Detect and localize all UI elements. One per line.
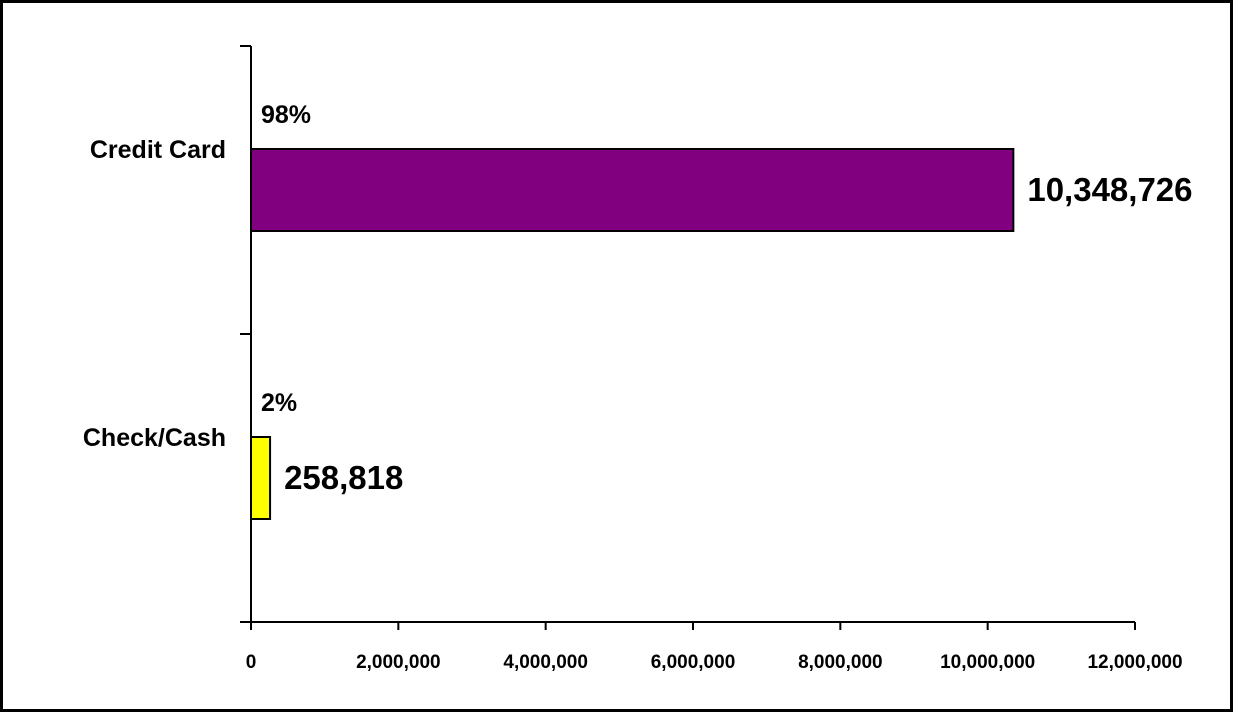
x-tick-label: 4,000,000 [503,652,588,673]
category-label: Credit Card [90,136,226,164]
x-tick-label: 2,000,000 [356,652,441,673]
percent-label: 98% [261,101,311,129]
x-tick-label: 8,000,000 [798,652,883,673]
bar [250,436,272,520]
value-label: 10,348,726 [1027,171,1192,208]
x-tick-label: 6,000,000 [651,652,736,673]
labels: Credit Card 98% 10,348,726 Check/Cash 2% 258,… [83,101,1193,496]
percent-label: 2% [261,389,297,417]
bar [250,148,1015,232]
axes: 0 2,000,000 4,000,000 6,000,000 8,000,000 10,… [240,45,1183,673]
x-tick-label: 0 [246,652,257,673]
bars [250,148,1015,520]
x-tick-label: 12,000,000 [1087,652,1182,673]
category-label: Check/Cash [83,424,226,452]
value-label: 258,818 [284,459,403,496]
x-tick-label: 10,000,000 [940,652,1035,673]
